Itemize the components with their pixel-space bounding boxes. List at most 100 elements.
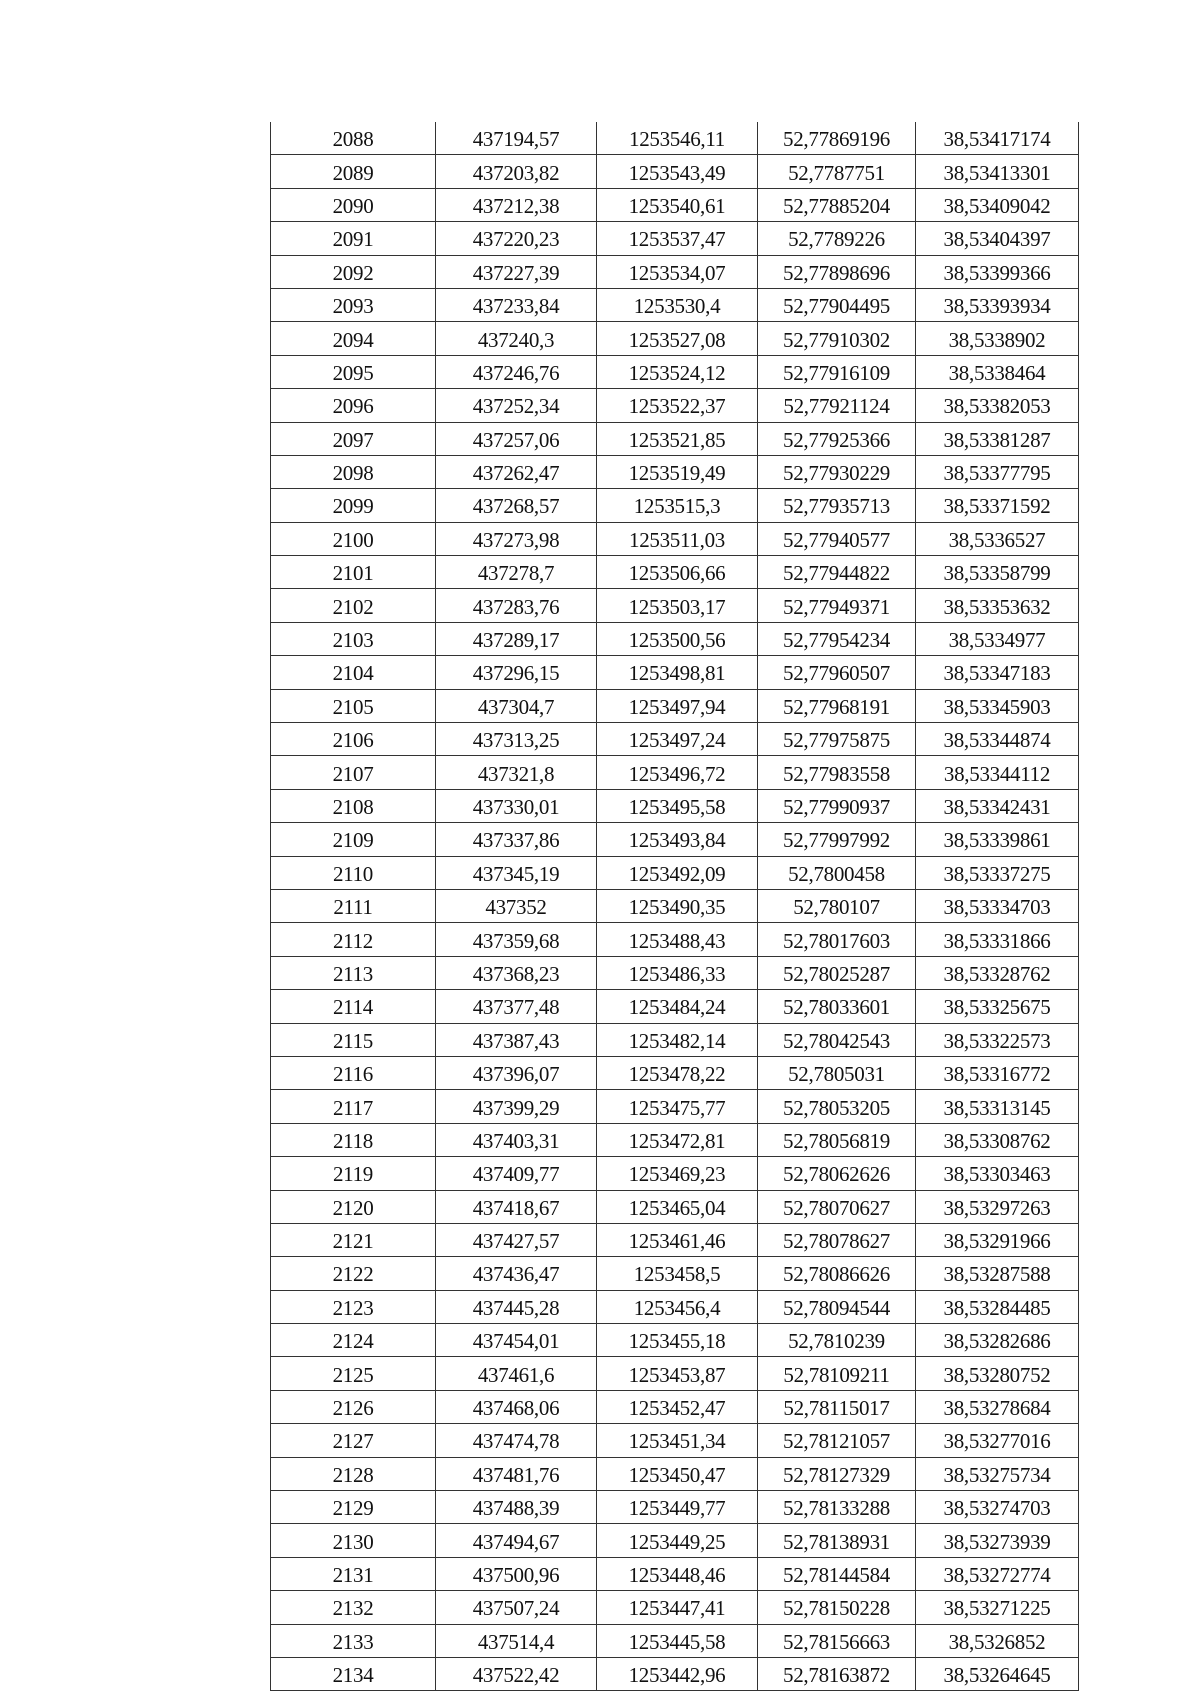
longitude-cell: 38,53274703 [915, 1490, 1079, 1525]
point-number-cell: 2096 [270, 388, 436, 423]
longitude-cell: 38,53345903 [915, 688, 1079, 724]
point-number-cell: 2117 [270, 1089, 436, 1124]
latitude-cell: 52,78053205 [757, 1089, 916, 1124]
latitude-cell: 52,77997992 [757, 822, 916, 857]
point-number-cell: 2130 [270, 1523, 436, 1558]
y-coordinate-cell: 1253527,08 [596, 321, 758, 356]
latitude-cell: 52,78121057 [757, 1423, 916, 1458]
x-coordinate-cell: 437474,78 [435, 1423, 597, 1458]
point-number-cell: 2121 [270, 1222, 436, 1258]
longitude-cell: 38,5326852 [915, 1623, 1079, 1658]
point-number-cell: 2093 [270, 287, 436, 323]
y-coordinate-cell: 1253511,03 [596, 521, 758, 557]
latitude-cell: 52,78127329 [757, 1456, 916, 1492]
y-coordinate-cell: 1253478,22 [596, 1055, 758, 1091]
latitude-cell: 52,7810239 [757, 1323, 916, 1358]
table-row: 2100 437273,98 1253511,03 52,77940577 38,533… [270, 521, 1079, 557]
x-coordinate-cell: 437220,23 [435, 221, 597, 256]
table-row: 2120 437418,67 1253465,04 52,78070627 38,532… [270, 1189, 1079, 1224]
longitude-cell: 38,53275734 [915, 1456, 1079, 1492]
y-coordinate-cell: 1253519,49 [596, 454, 758, 490]
point-number-cell: 2119 [270, 1156, 436, 1191]
table-row: 2106 437313,25 1253497,24 52,77975875 38,533… [270, 722, 1079, 757]
longitude-cell: 38,53358799 [915, 555, 1079, 590]
longitude-cell: 38,53308762 [915, 1122, 1079, 1158]
y-coordinate-cell: 1253452,47 [596, 1389, 758, 1425]
point-number-cell: 2098 [270, 454, 436, 490]
longitude-cell: 38,53417174 [915, 122, 1079, 156]
y-coordinate-cell: 1253503,17 [596, 588, 758, 623]
table-row: 2113 437368,23 1253486,33 52,78025287 38,533… [270, 955, 1079, 991]
longitude-cell: 38,53325675 [915, 989, 1079, 1024]
point-number-cell: 2113 [270, 955, 436, 991]
longitude-cell: 38,5336527 [915, 521, 1079, 557]
longitude-cell: 38,53344112 [915, 755, 1079, 790]
y-coordinate-cell: 1253442,96 [596, 1656, 758, 1692]
x-coordinate-cell: 437203,82 [435, 154, 597, 189]
longitude-cell: 38,53273939 [915, 1523, 1079, 1558]
y-coordinate-cell: 1253497,94 [596, 688, 758, 724]
point-number-cell: 2118 [270, 1122, 436, 1158]
latitude-cell: 52,78056819 [757, 1122, 916, 1158]
point-number-cell: 2091 [270, 221, 436, 256]
latitude-cell: 52,77925366 [757, 421, 916, 456]
x-coordinate-cell: 437268,57 [435, 488, 597, 523]
longitude-cell: 38,53342431 [915, 788, 1079, 824]
point-number-cell: 2129 [270, 1490, 436, 1525]
longitude-cell: 38,53344874 [915, 722, 1079, 757]
point-number-cell: 2101 [270, 555, 436, 590]
table-row: 2099 437268,57 1253515,3 52,77935713 38,5337… [270, 488, 1079, 523]
y-coordinate-cell: 1253453,87 [596, 1356, 758, 1391]
y-coordinate-cell: 1253449,25 [596, 1523, 758, 1558]
longitude-cell: 38,5338902 [915, 321, 1079, 356]
y-coordinate-cell: 1253540,61 [596, 187, 758, 223]
latitude-cell: 52,77949371 [757, 588, 916, 623]
table-row: 2097 437257,06 1253521,85 52,77925366 38,533… [270, 421, 1079, 456]
table-row: 2122 437436,47 1253458,5 52,78086626 38,5328… [270, 1256, 1079, 1291]
x-coordinate-cell: 437278,7 [435, 555, 597, 590]
latitude-cell: 52,78078627 [757, 1222, 916, 1258]
table-row: 2132 437507,24 1253447,41 52,78150228 38,532… [270, 1590, 1079, 1625]
latitude-cell: 52,77983558 [757, 755, 916, 790]
table-row: 2123 437445,28 1253456,4 52,78094544 38,5328… [270, 1289, 1079, 1325]
point-number-cell: 2105 [270, 688, 436, 724]
table-row: 2134 437522,42 1253442,96 52,78163872 38,532… [270, 1656, 1079, 1692]
table-row: 2104 437296,15 1253498,81 52,77960507 38,533… [270, 655, 1079, 690]
longitude-cell: 38,53291966 [915, 1222, 1079, 1258]
x-coordinate-cell: 437403,31 [435, 1122, 597, 1158]
table-row: 2121 437427,57 1253461,46 52,78078627 38,532… [270, 1222, 1079, 1258]
table-row: 2127 437474,78 1253451,34 52,78121057 38,532… [270, 1423, 1079, 1458]
longitude-cell: 38,5334977 [915, 621, 1079, 657]
y-coordinate-cell: 1253482,14 [596, 1022, 758, 1057]
latitude-cell: 52,77990937 [757, 788, 916, 824]
y-coordinate-cell: 1253456,4 [596, 1289, 758, 1325]
y-coordinate-cell: 1253475,77 [596, 1089, 758, 1124]
table-row: 2090 437212,38 1253540,61 52,77885204 38,534… [270, 187, 1079, 223]
latitude-cell: 52,7787751 [757, 154, 916, 189]
table-row: 2093 437233,84 1253530,4 52,77904495 38,5339… [270, 287, 1079, 323]
y-coordinate-cell: 1253495,58 [596, 788, 758, 824]
point-number-cell: 2133 [270, 1623, 436, 1658]
table-row: 2115 437387,43 1253482,14 52,78042543 38,533… [270, 1022, 1079, 1057]
point-number-cell: 2124 [270, 1323, 436, 1358]
point-number-cell: 2108 [270, 788, 436, 824]
latitude-cell: 52,7805031 [757, 1055, 916, 1091]
latitude-cell: 52,78156663 [757, 1623, 916, 1658]
x-coordinate-cell: 437194,57 [435, 122, 597, 156]
longitude-cell: 38,53316772 [915, 1055, 1079, 1091]
x-coordinate-cell: 437368,23 [435, 955, 597, 991]
y-coordinate-cell: 1253521,85 [596, 421, 758, 456]
latitude-cell: 52,78017603 [757, 922, 916, 957]
x-coordinate-cell: 437396,07 [435, 1055, 597, 1091]
point-number-cell: 2107 [270, 755, 436, 790]
latitude-cell: 52,78033601 [757, 989, 916, 1024]
x-coordinate-cell: 437436,47 [435, 1256, 597, 1291]
y-coordinate-cell: 1253450,47 [596, 1456, 758, 1492]
x-coordinate-cell: 437257,06 [435, 421, 597, 456]
latitude-cell: 52,78042543 [757, 1022, 916, 1057]
y-coordinate-cell: 1253455,18 [596, 1323, 758, 1358]
point-number-cell: 2092 [270, 254, 436, 289]
x-coordinate-cell: 437481,76 [435, 1456, 597, 1492]
latitude-cell: 52,77940577 [757, 521, 916, 557]
longitude-cell: 38,53287588 [915, 1256, 1079, 1291]
